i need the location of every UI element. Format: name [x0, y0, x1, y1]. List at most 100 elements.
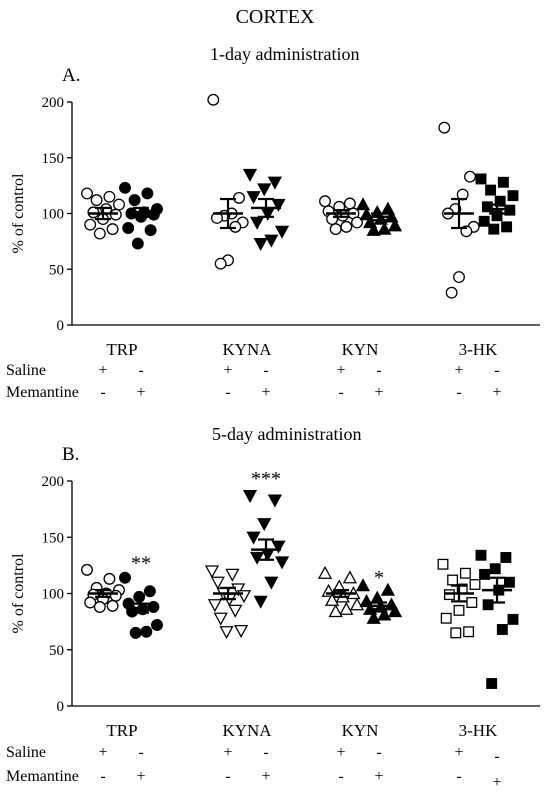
data-point	[147, 208, 160, 221]
data-point	[140, 625, 153, 638]
category-label: KYNA	[222, 340, 272, 359]
treatment-mark: +	[492, 384, 501, 401]
treatment-mark: +	[98, 744, 107, 761]
data-point	[366, 610, 381, 624]
data-point	[257, 183, 272, 197]
treatment-mark: -	[376, 744, 381, 761]
treatment-mark: -	[225, 384, 230, 401]
y-tick-label: 50	[49, 643, 64, 659]
data-point	[466, 597, 478, 608]
data-point	[340, 220, 353, 233]
data-point	[151, 619, 163, 631]
data-point	[329, 223, 342, 236]
treatment-mark: -	[338, 768, 343, 785]
treatment-mark: +	[98, 362, 107, 379]
category-label: KYN	[342, 721, 379, 740]
treatment-mark: +	[374, 768, 383, 785]
data-point	[440, 612, 452, 624]
data-point	[113, 198, 125, 211]
data-point	[84, 218, 97, 231]
treatment-mark: +	[223, 362, 232, 379]
treatment-mark: -	[494, 748, 499, 765]
data-point	[246, 531, 261, 545]
data-point	[242, 489, 258, 503]
data-point	[486, 678, 498, 689]
data-point	[489, 563, 501, 575]
figure-title: CORTEX	[235, 6, 315, 28]
treatment-mark: -	[494, 362, 499, 379]
category-label: TRP	[106, 340, 137, 359]
category-label: TRP	[106, 721, 137, 740]
data-point	[475, 549, 487, 561]
treatment-mark: +	[454, 362, 463, 379]
data-point	[246, 191, 261, 205]
treatment-row-label: Memantine	[6, 384, 79, 401]
data-point	[317, 565, 333, 579]
data-point	[339, 601, 354, 615]
treatment-mark: -	[138, 362, 143, 379]
data-point	[207, 93, 220, 106]
data-point	[437, 558, 449, 570]
data-point	[494, 195, 506, 207]
data-point	[250, 216, 265, 230]
treatment-mark: -	[338, 384, 343, 401]
data-point	[274, 225, 290, 239]
treatment-mark: -	[456, 768, 461, 785]
data-point	[336, 209, 349, 222]
data-point	[90, 194, 103, 207]
treatment-mark: +	[136, 384, 145, 401]
data-point	[122, 222, 135, 234]
data-point	[253, 237, 268, 251]
data-point	[257, 518, 272, 532]
data-point	[351, 216, 363, 229]
data-point	[332, 579, 347, 593]
data-point	[81, 187, 93, 200]
treatment-mark: +	[261, 768, 270, 785]
y-tick-label: 0	[57, 699, 65, 715]
treatment-mark: +	[336, 362, 345, 379]
data-point	[355, 578, 371, 592]
data-point	[250, 551, 265, 565]
treatment-row-label: Saline	[6, 744, 46, 761]
treatment-mark: -	[100, 768, 105, 785]
data-point	[496, 624, 508, 635]
data-point	[377, 607, 392, 621]
data-point	[109, 589, 122, 602]
data-point	[438, 121, 451, 134]
treatment-mark: -	[263, 362, 268, 379]
y-tick-label: 100	[42, 587, 65, 603]
significance-marker: **	[131, 552, 151, 574]
data-point	[144, 224, 157, 237]
data-point	[343, 197, 356, 210]
data-point	[228, 604, 243, 618]
data-point	[128, 194, 141, 207]
data-point	[133, 590, 146, 603]
y-axis-label: % of control	[10, 553, 27, 634]
y-tick-label: 50	[49, 262, 64, 278]
data-point	[475, 173, 487, 185]
data-point	[214, 257, 227, 270]
category-label: KYNA	[222, 721, 272, 740]
data-point	[503, 576, 515, 588]
data-point	[450, 627, 462, 639]
data-point	[219, 626, 234, 640]
data-point	[478, 215, 490, 227]
data-point	[264, 234, 279, 248]
data-point	[143, 585, 156, 598]
treatment-mark: +	[223, 744, 232, 761]
data-point	[225, 568, 240, 582]
treatment-row-label: Saline	[6, 362, 46, 379]
data-point	[319, 195, 331, 208]
data-point	[507, 190, 519, 202]
data-point	[453, 604, 465, 616]
category-label: 3-HK	[459, 340, 498, 359]
data-point	[464, 170, 476, 183]
data-point	[274, 556, 290, 570]
data-point	[267, 494, 282, 508]
data-point	[482, 599, 494, 611]
data-point	[106, 223, 119, 236]
data-point	[271, 198, 286, 212]
data-point	[387, 604, 403, 618]
y-tick-label: 100	[42, 207, 65, 223]
data-point	[479, 568, 491, 580]
